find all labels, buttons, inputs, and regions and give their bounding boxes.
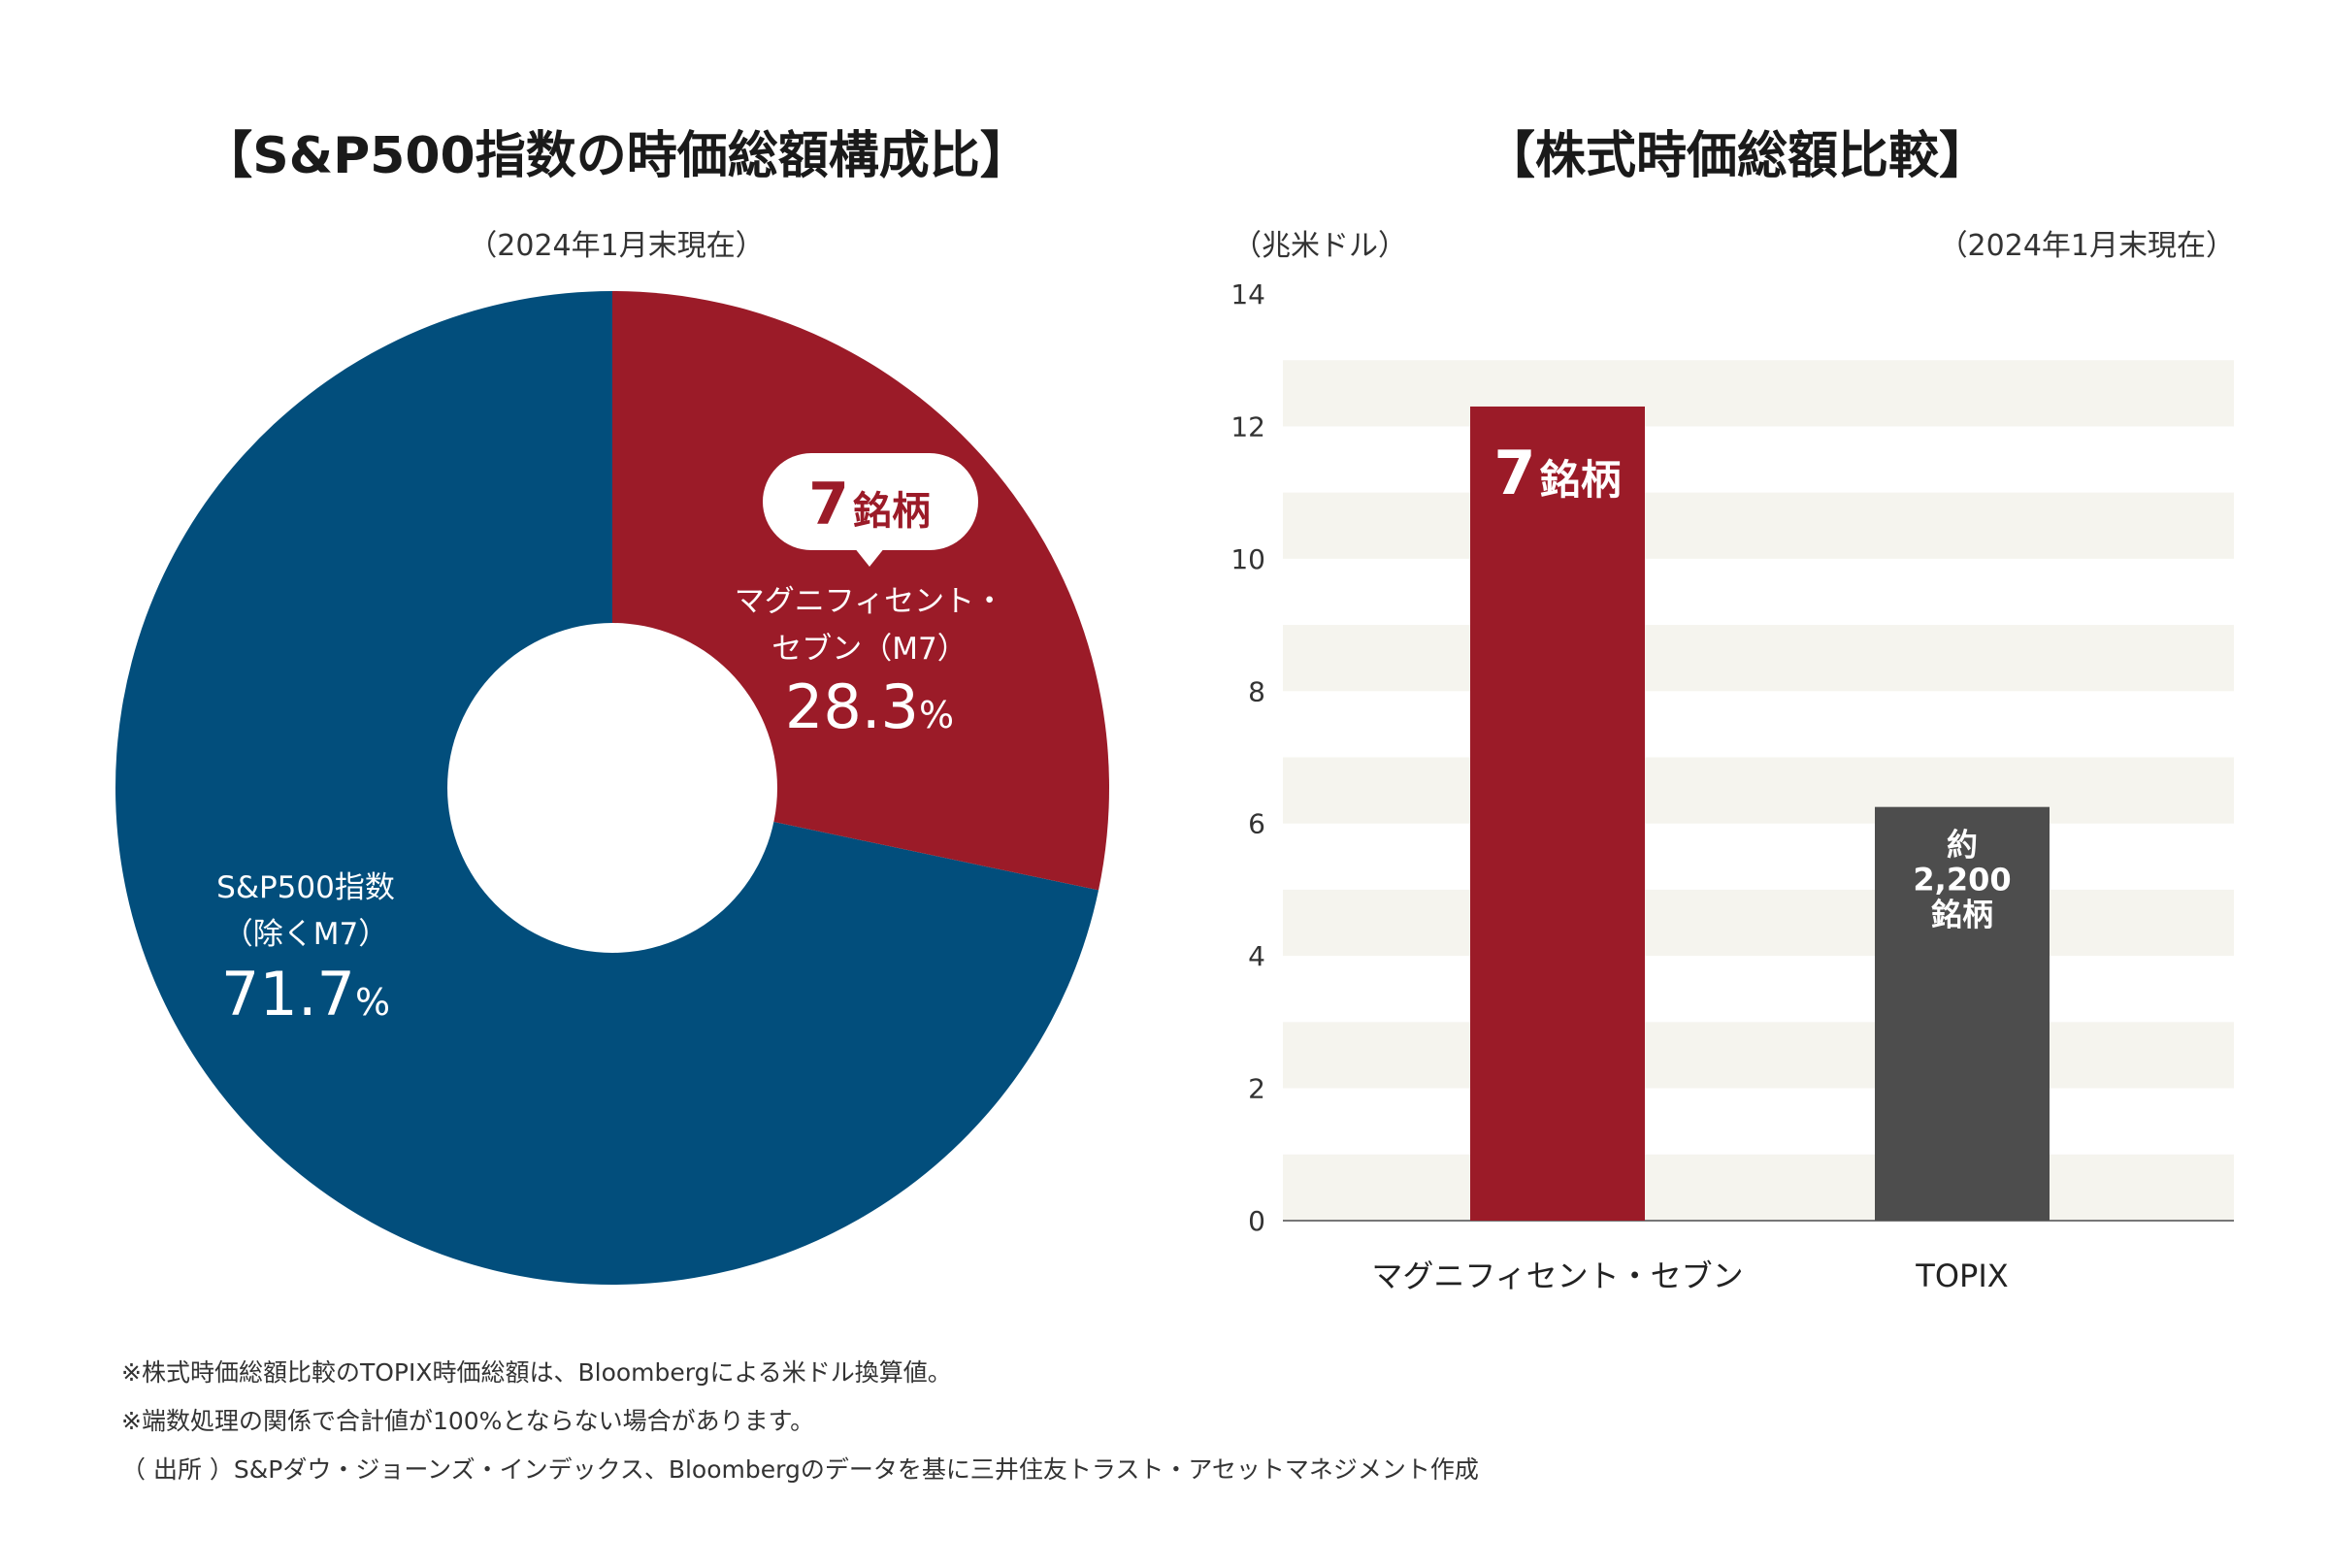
grid-band bbox=[1283, 889, 2234, 957]
y-tick-label: 10 bbox=[1230, 543, 1265, 575]
bar-topix-label-line1: 約 bbox=[1947, 827, 1978, 864]
bar-chart-date: （2024年1月末現在） bbox=[1938, 229, 2235, 263]
y-tick-label: 12 bbox=[1230, 410, 1265, 442]
bar-m7 bbox=[1470, 406, 1645, 1221]
grid-band bbox=[1283, 1022, 2234, 1089]
m7-callout-bubble: 7 銘柄 bbox=[763, 453, 978, 567]
m7-slice-label-line1: マグニフィセント・ bbox=[735, 584, 1004, 619]
grid-band bbox=[1283, 1154, 2234, 1221]
footnote-1: ※株式時価総額比較のTOPIX時価総額は、Bloombergによる米ドル換算値。 bbox=[121, 1358, 952, 1387]
bar-topix-label-line3: 銘柄 bbox=[1931, 897, 1993, 933]
pie-chart-title: 【S&P500指数の時価総額構成比】 bbox=[202, 127, 1031, 185]
y-tick-label: 8 bbox=[1248, 675, 1265, 707]
y-tick-label: 0 bbox=[1248, 1205, 1265, 1237]
x-category-topix: TOPIX bbox=[1915, 1258, 2008, 1294]
sp500-slice-label-line1: S&P500指数 bbox=[216, 870, 395, 905]
grid-band bbox=[1283, 757, 2234, 824]
grid-band bbox=[1283, 360, 2234, 427]
x-category-m7: マグニフィセント・セブン bbox=[1371, 1258, 1743, 1294]
grid-band bbox=[1283, 492, 2234, 559]
grid-band bbox=[1283, 625, 2234, 692]
bar-chart-title: 【株式時価総額比較】 bbox=[1484, 127, 1989, 185]
bar-chart-y-unit: （兆米ドル） bbox=[1232, 229, 1407, 263]
footnote-2: ※端数処理の関係で合計値が100%とならない場合があります。 bbox=[121, 1407, 815, 1435]
y-tick-label: 2 bbox=[1248, 1073, 1265, 1105]
bar-topix bbox=[1875, 806, 2050, 1221]
bar-topix-label-line2: 2,200 bbox=[1913, 862, 2011, 898]
donut-hole bbox=[447, 623, 777, 953]
svg-text:7銘柄: 7 銘柄 bbox=[808, 471, 931, 539]
sp500-slice-label-line2: （除くM7） bbox=[223, 917, 388, 952]
pie-chart: 7 銘柄 マグニフィセント・ セブン（M7） 28.3% S&P500指数 （除く… bbox=[115, 291, 1110, 1285]
m7-slice-value: 28.3% bbox=[785, 671, 954, 742]
m7-callout-unit: 銘柄 bbox=[853, 489, 931, 534]
y-tick-label: 4 bbox=[1248, 940, 1265, 972]
y-tick-label: 14 bbox=[1230, 278, 1265, 310]
bar-m7-label: 7銘柄 bbox=[1493, 438, 1621, 508]
footnote-source: （ 出所 ）S&Pダウ・ジョーンズ・インデックス、Bloombergのデータを基… bbox=[121, 1455, 1479, 1484]
m7-slice-label-line2: セブン（M7） bbox=[771, 632, 967, 667]
pie-chart-date: （2024年1月末現在） bbox=[468, 229, 765, 263]
y-tick-label: 6 bbox=[1248, 808, 1265, 840]
m7-callout-number: 7 bbox=[808, 471, 849, 539]
sp500-slice-value: 71.7% bbox=[221, 959, 390, 1029]
